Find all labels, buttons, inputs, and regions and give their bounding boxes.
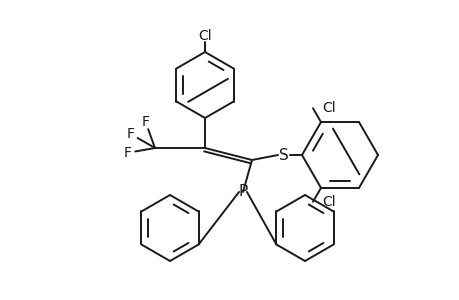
Text: F: F	[127, 127, 134, 141]
Text: Cl: Cl	[321, 101, 335, 115]
Text: Cl: Cl	[321, 195, 335, 209]
Text: F: F	[123, 146, 131, 160]
Text: P: P	[238, 184, 247, 200]
Text: F: F	[141, 115, 149, 129]
Text: S: S	[279, 148, 288, 163]
Text: Cl: Cl	[198, 29, 211, 43]
